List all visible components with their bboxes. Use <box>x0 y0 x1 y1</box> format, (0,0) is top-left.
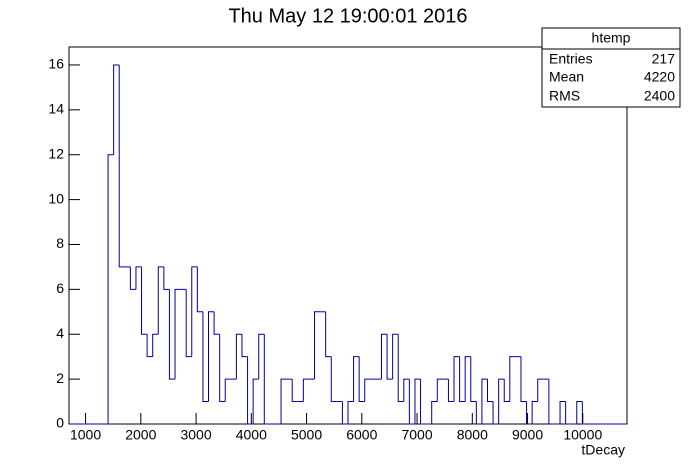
histogram-bin <box>118 64 125 268</box>
histogram-bin <box>531 401 538 424</box>
histogram-bin <box>258 333 265 380</box>
x-tick-label: 6000 <box>346 427 377 443</box>
histogram-bin <box>436 378 443 402</box>
y-tick-label: 8 <box>56 235 64 251</box>
histogram-bin <box>241 334 248 358</box>
histogram-bin <box>157 266 164 335</box>
histogram-bin <box>459 356 466 403</box>
stats-value: 4220 <box>644 69 675 85</box>
x-tick-label: 5000 <box>291 427 322 443</box>
histogram-bin <box>492 401 499 425</box>
x-tick-label: 10000 <box>563 427 602 443</box>
histogram-bin <box>380 333 388 380</box>
histogram-bin <box>168 289 176 380</box>
histogram-bin <box>302 378 309 402</box>
x-tick-label: 1000 <box>70 427 101 443</box>
histogram-bin <box>526 401 533 425</box>
histogram-bin <box>420 379 427 425</box>
stats-value: 217 <box>652 51 676 67</box>
histogram-bin <box>135 266 142 290</box>
histogram-bin <box>163 266 170 290</box>
histogram-bin <box>330 356 337 403</box>
stats-key: RMS <box>549 88 580 104</box>
histogram-bin <box>141 266 148 335</box>
stats-title: htemp <box>592 30 631 46</box>
histogram-bin <box>581 401 588 425</box>
histogram-bin <box>247 356 254 425</box>
histogram-bin <box>341 401 348 425</box>
histogram-bin <box>213 311 220 335</box>
histogram-bin <box>174 288 181 380</box>
histogram-bin <box>498 378 505 424</box>
stats-key: Mean <box>549 69 584 85</box>
histogram-bin <box>565 401 572 425</box>
histogram-bin <box>408 379 415 425</box>
x-tick-label: 9000 <box>512 427 543 443</box>
histogram-bin <box>392 333 399 380</box>
histogram-bin <box>191 266 198 357</box>
histogram-bin <box>146 334 153 358</box>
chart-title: Thu May 12 19:00:01 2016 <box>228 5 467 27</box>
y-tick-label: 2 <box>56 370 64 386</box>
histogram-bin <box>503 379 510 403</box>
histogram-bin <box>113 64 120 155</box>
histogram-bin <box>576 401 583 424</box>
x-tick-label: 8000 <box>457 427 488 443</box>
histogram-bin <box>219 334 226 403</box>
histogram-bin <box>481 378 488 424</box>
y-tick-label: 12 <box>48 145 64 161</box>
x-tick-label: 3000 <box>180 427 211 443</box>
histogram-bin <box>487 379 494 403</box>
histogram-bin <box>559 401 566 424</box>
histogram-bin <box>196 266 203 313</box>
histogram-bin <box>453 356 460 402</box>
histogram-bin <box>470 356 477 403</box>
histogram-bin <box>520 356 527 403</box>
histogram-bin <box>414 378 421 424</box>
x-axis-label: tDecay <box>581 442 625 458</box>
histogram-bin <box>202 311 209 403</box>
y-tick-label: 0 <box>56 415 64 431</box>
stats-value: 2400 <box>644 88 675 104</box>
histogram-bin <box>208 311 215 402</box>
stats-frame <box>541 27 681 108</box>
histogram-bin <box>431 401 438 424</box>
histogram-bin <box>314 311 321 380</box>
histogram-bin <box>347 401 354 424</box>
histogram-bin <box>364 378 371 402</box>
histogram-bin <box>224 378 231 402</box>
stats-box: htemp Entries 217 Mean 4220 RMS 2400 <box>541 27 681 108</box>
histogram-bin <box>235 333 242 380</box>
histogram-bin <box>152 333 159 357</box>
histogram-bin <box>386 334 393 380</box>
histogram-bin <box>548 379 555 425</box>
histogram-bin <box>185 289 192 358</box>
y-tick-label: 10 <box>48 190 64 206</box>
x-tick-label: 2000 <box>125 427 156 443</box>
histogram-bin <box>107 154 114 424</box>
histogram-bin <box>403 378 410 402</box>
histogram-bin <box>291 379 298 403</box>
y-tick-label: 6 <box>56 280 64 296</box>
y-tick-label: 4 <box>56 325 64 341</box>
histogram-bin <box>252 378 259 424</box>
histogram-bin <box>263 334 270 425</box>
histogram-bin <box>353 356 360 402</box>
x-tick-label: 4000 <box>236 427 267 443</box>
y-tick-label: 14 <box>48 101 64 117</box>
histogram-bin <box>464 356 471 402</box>
histogram-bin <box>358 356 365 403</box>
histogram-bin <box>447 379 455 403</box>
histogram-bin <box>537 378 544 402</box>
histogram-bin <box>397 334 404 403</box>
histogram-bin <box>280 378 287 424</box>
stats-key: Entries <box>549 51 593 67</box>
histogram-bin <box>325 311 332 358</box>
histogram-bin <box>509 356 516 402</box>
histogram-bin <box>129 266 136 290</box>
histogram-bin <box>475 401 482 425</box>
x-tick-label: 7000 <box>401 427 432 443</box>
y-tick-label: 16 <box>48 56 64 72</box>
